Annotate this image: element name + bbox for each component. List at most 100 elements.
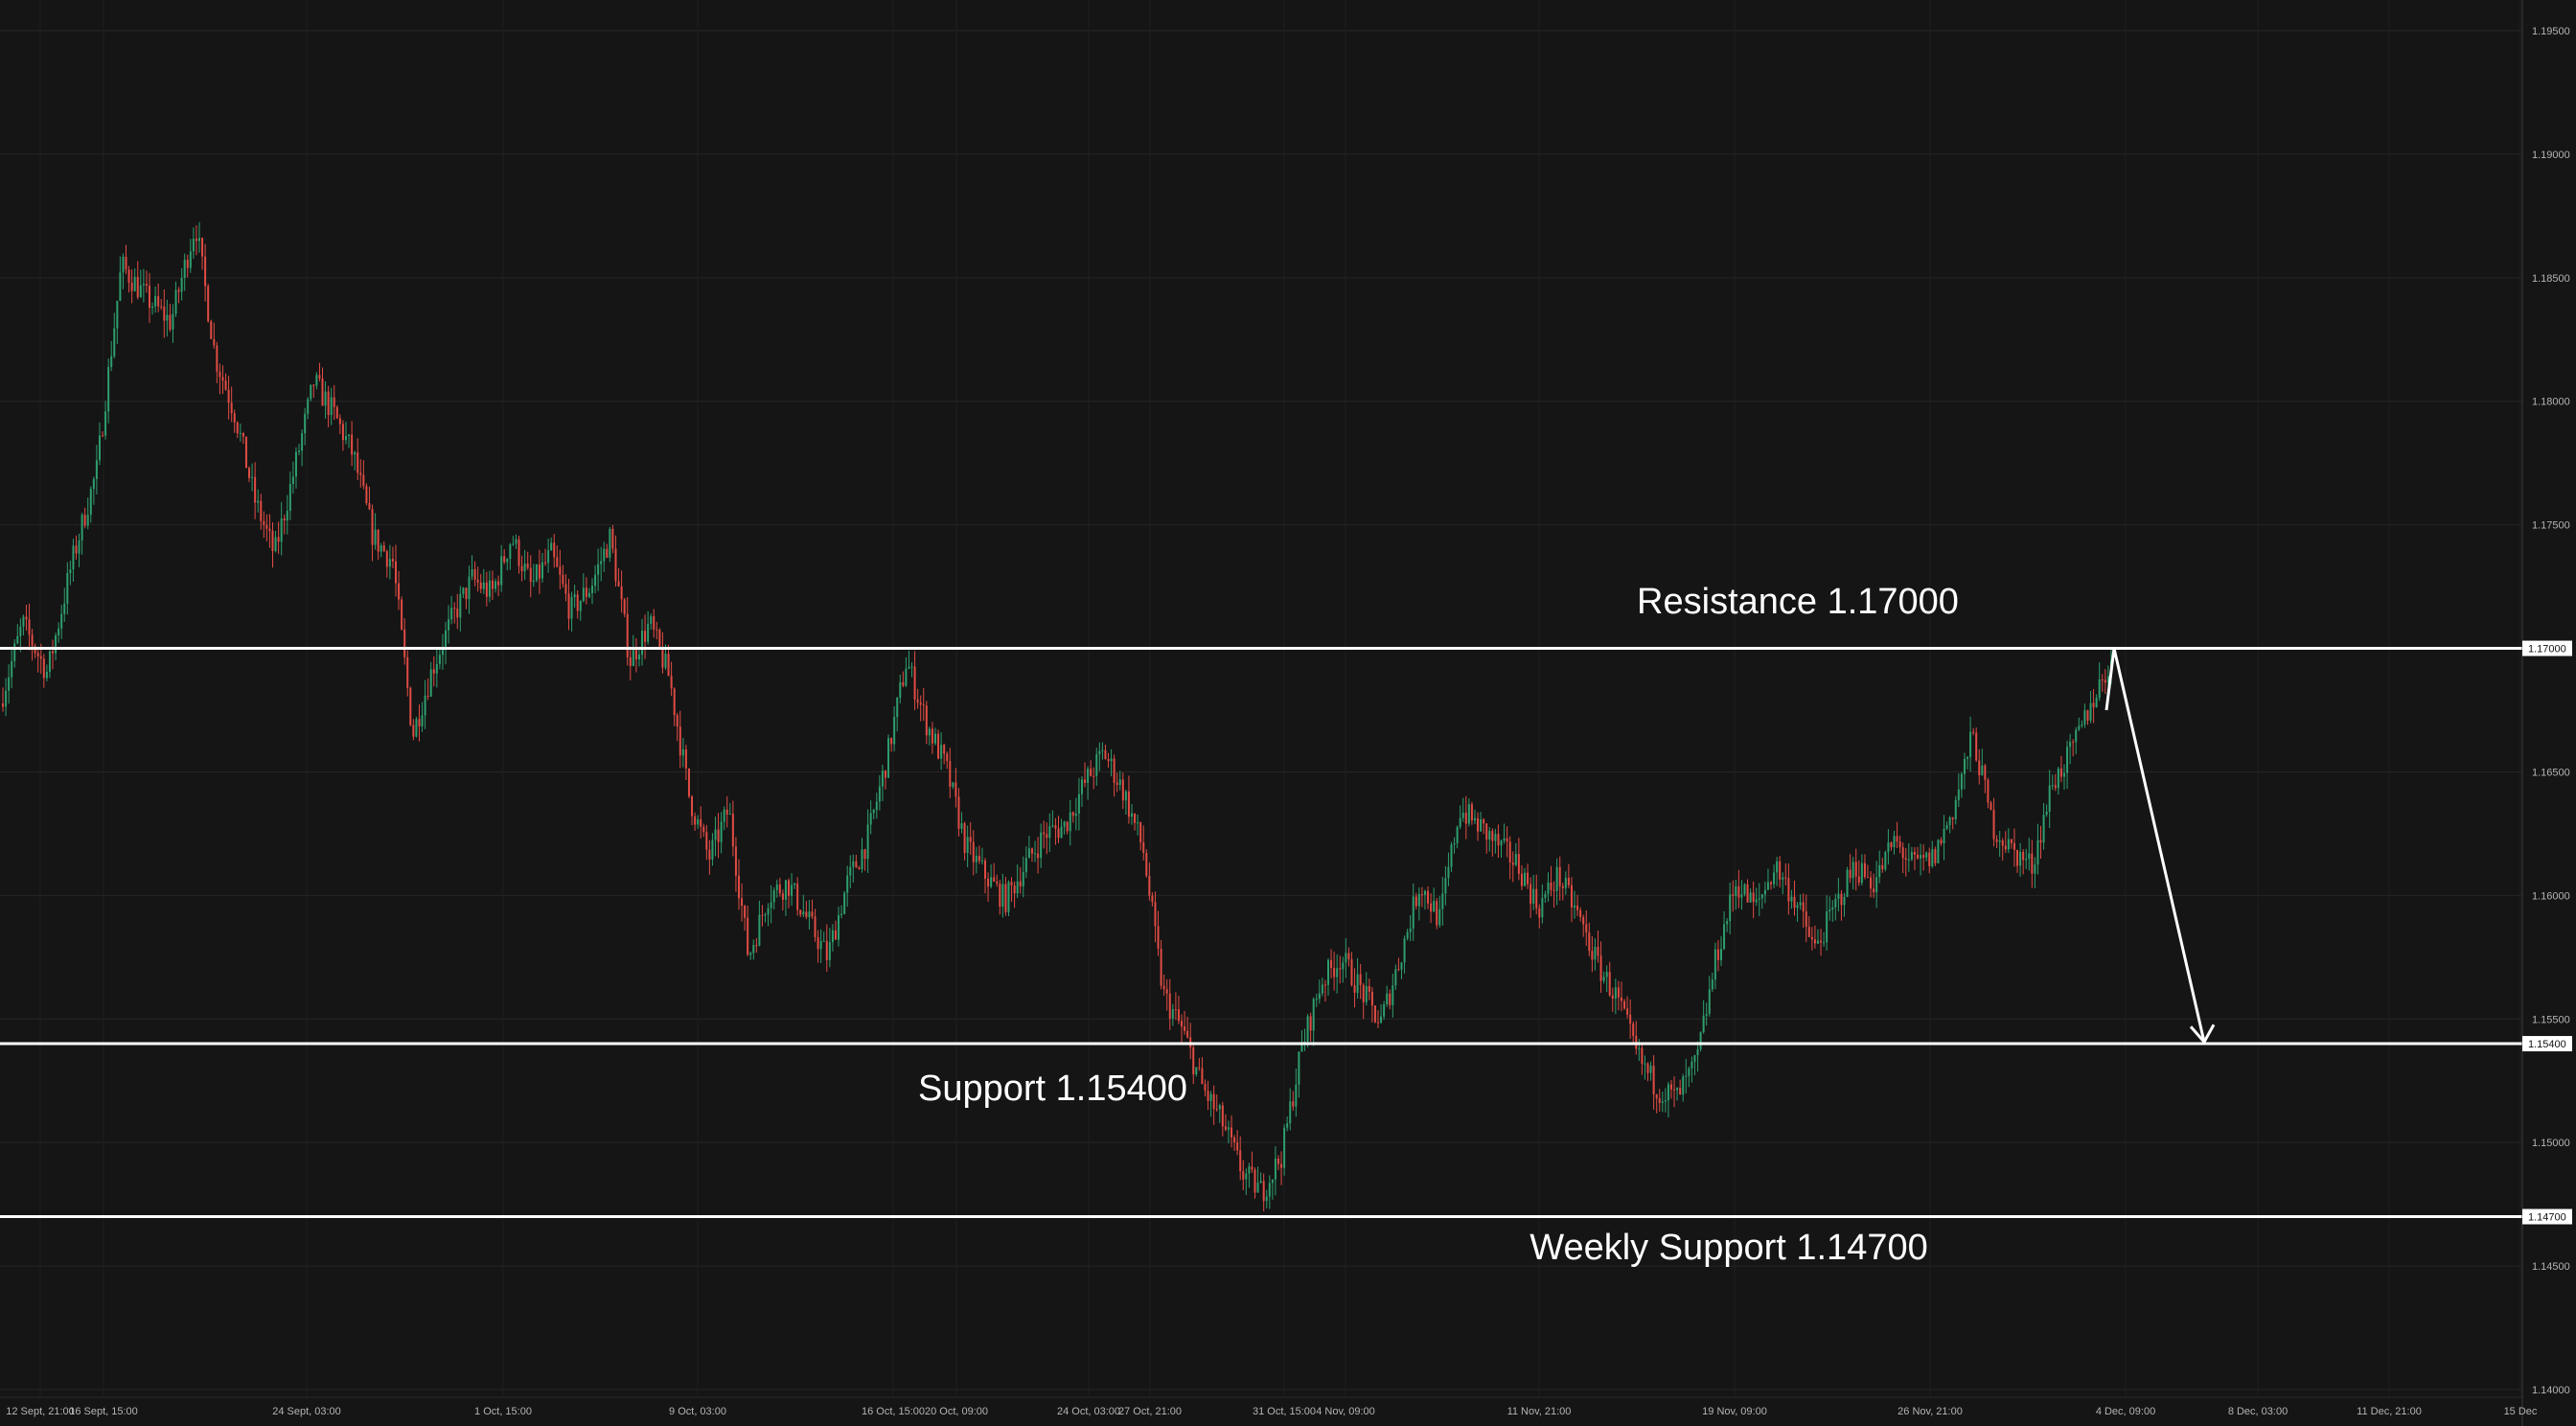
candle	[503, 549, 506, 564]
candle	[1878, 850, 1881, 884]
candle	[629, 648, 632, 681]
candle	[385, 549, 388, 578]
candle	[327, 385, 330, 427]
candle	[1652, 1055, 1655, 1110]
candle	[1597, 931, 1599, 963]
candle	[294, 447, 297, 489]
candle	[1567, 863, 1570, 888]
candle	[1461, 797, 1464, 822]
time-tick-label: 24 Sept, 03:00	[272, 1406, 341, 1417]
candle	[1113, 754, 1116, 797]
candle	[1377, 1010, 1380, 1028]
candle	[1497, 824, 1500, 859]
candle	[274, 530, 277, 553]
candle	[1602, 971, 1605, 984]
candle	[564, 574, 567, 602]
candle	[893, 706, 896, 751]
candle	[133, 268, 136, 292]
candle	[1221, 1101, 1224, 1137]
candle	[1071, 811, 1074, 823]
candle	[1846, 866, 1849, 898]
candle	[1570, 877, 1573, 923]
candle	[1212, 1085, 1215, 1125]
candle	[2019, 842, 2022, 877]
projection-arrowhead	[2189, 1024, 2216, 1045]
candle	[1022, 856, 1024, 898]
candle	[1048, 813, 1051, 852]
candle	[653, 609, 656, 638]
candle	[1013, 881, 1016, 908]
candle	[922, 687, 925, 722]
candle	[957, 788, 960, 837]
candle	[966, 825, 969, 867]
candle	[291, 461, 294, 494]
candle	[371, 504, 374, 562]
time-tick-label: 11 Nov, 21:00	[1507, 1406, 1572, 1417]
candle	[2062, 764, 2065, 791]
candle	[700, 806, 702, 839]
candle	[1705, 1002, 1708, 1026]
price-tick-label: 1.14500	[2532, 1261, 2570, 1273]
candle	[1758, 883, 1760, 916]
candle	[585, 577, 587, 605]
candle	[720, 812, 723, 854]
candle	[770, 885, 772, 924]
candle	[286, 494, 288, 535]
candle	[1356, 957, 1359, 999]
candle	[207, 284, 210, 323]
candle	[1658, 1089, 1661, 1112]
candle	[2092, 689, 2095, 724]
candle	[843, 890, 846, 915]
candle	[1137, 814, 1139, 836]
candle	[1901, 841, 1904, 874]
candle	[1969, 716, 1972, 772]
candle	[2022, 848, 2025, 875]
candle	[1438, 896, 1441, 928]
candle	[465, 586, 468, 610]
candle	[1380, 1003, 1383, 1024]
candle	[1406, 929, 1409, 941]
candle	[1763, 881, 1766, 904]
candle	[2042, 802, 2045, 850]
candle	[576, 589, 579, 619]
candle	[16, 624, 19, 645]
candle	[1708, 976, 1711, 1017]
candle	[987, 872, 990, 902]
candle	[1010, 877, 1013, 902]
candle	[603, 541, 606, 572]
candle	[1051, 810, 1054, 828]
candle	[31, 629, 34, 661]
candle	[1392, 974, 1394, 1018]
candle	[1517, 838, 1520, 881]
time-tick-label: 16 Sept, 15:00	[69, 1406, 138, 1417]
candle	[479, 573, 482, 593]
candle	[1673, 1076, 1676, 1108]
candle	[928, 726, 931, 746]
candle	[254, 462, 257, 519]
candle	[952, 781, 954, 790]
price-axis[interactable]: 1.19500 1.19000 1.18500 1.18000 1.17500 1.165…	[2521, 0, 2572, 1426]
candle	[1685, 1058, 1688, 1093]
candle	[344, 422, 347, 445]
candle	[2098, 662, 2101, 702]
candle	[620, 570, 623, 613]
candle	[963, 821, 966, 861]
candle	[523, 549, 526, 581]
candle	[1060, 818, 1063, 839]
candle	[1412, 883, 1414, 941]
candle	[92, 476, 95, 505]
candle	[301, 429, 304, 467]
candle	[2054, 773, 2057, 792]
candle	[1066, 820, 1069, 835]
candle	[1444, 865, 1447, 906]
candle	[1024, 846, 1027, 879]
candle	[1074, 797, 1077, 831]
price-tick-label: 1.16000	[2532, 890, 2570, 902]
candle	[1483, 817, 1485, 835]
candle	[1588, 922, 1591, 956]
candle	[1069, 799, 1071, 846]
candle	[429, 661, 432, 698]
candle	[2039, 825, 2042, 860]
candle	[58, 622, 60, 643]
